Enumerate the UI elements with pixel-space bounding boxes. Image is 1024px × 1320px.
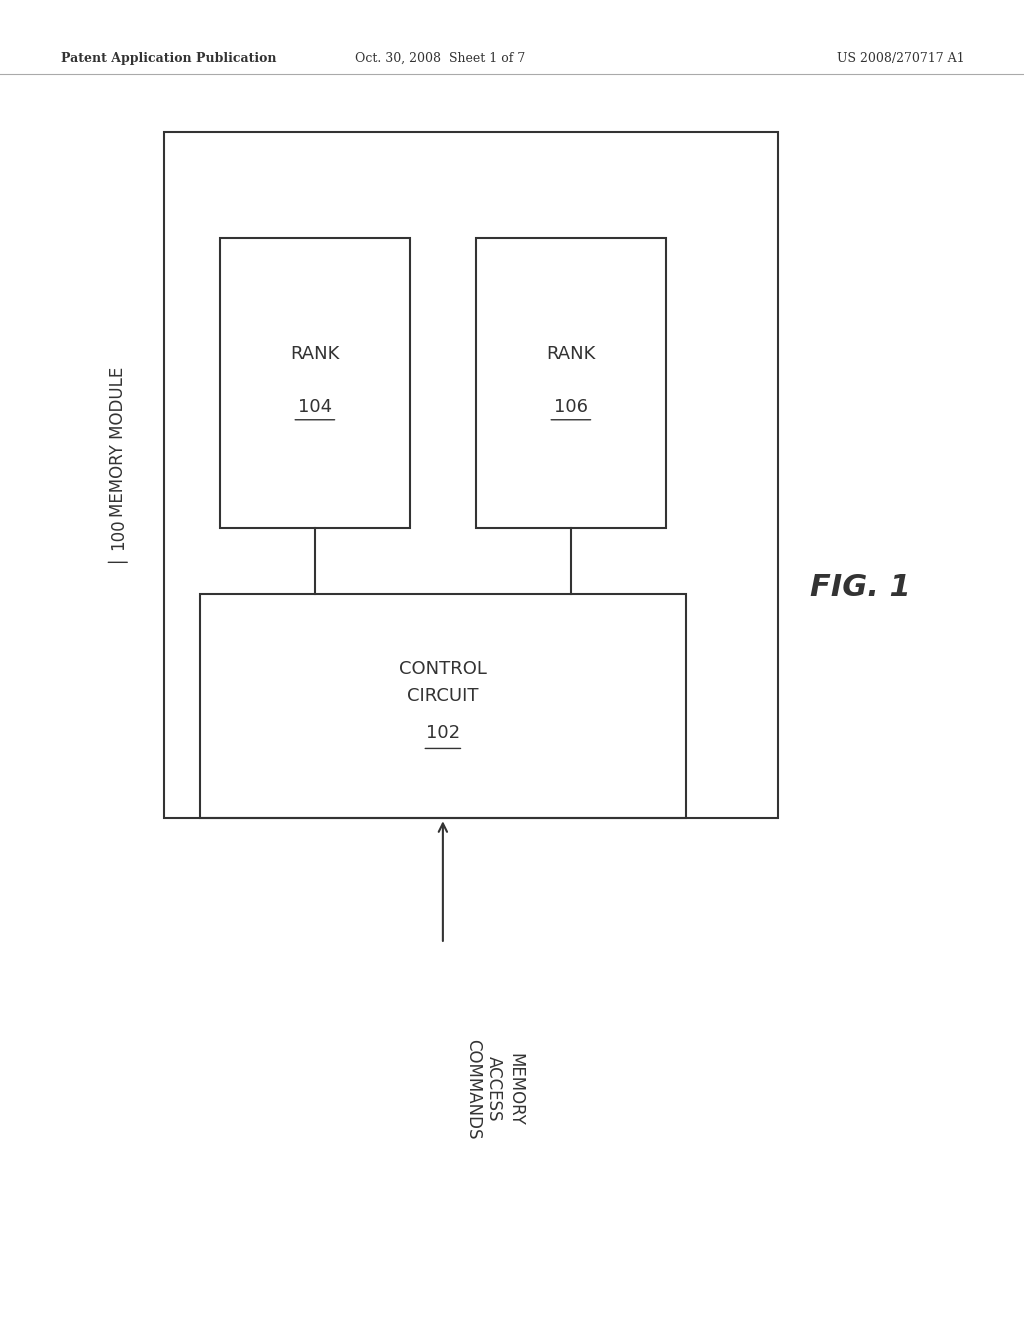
Text: CONTROL: CONTROL (399, 660, 486, 678)
Text: RANK: RANK (290, 345, 340, 363)
Text: Patent Application Publication: Patent Application Publication (61, 51, 276, 65)
Text: CIRCUIT: CIRCUIT (408, 686, 478, 705)
Text: 102: 102 (426, 723, 460, 742)
Text: FIG. 1: FIG. 1 (810, 573, 910, 602)
Text: Oct. 30, 2008  Sheet 1 of 7: Oct. 30, 2008 Sheet 1 of 7 (355, 51, 525, 65)
Text: US 2008/270717 A1: US 2008/270717 A1 (838, 51, 965, 65)
Text: MEMORY MODULE: MEMORY MODULE (109, 367, 127, 517)
Text: 106: 106 (554, 397, 588, 416)
Text: 100: 100 (109, 519, 127, 550)
Text: MEMORY
ACCESS
COMMANDS: MEMORY ACCESS COMMANDS (464, 1039, 524, 1139)
Text: RANK: RANK (546, 345, 596, 363)
Text: 104: 104 (298, 397, 332, 416)
